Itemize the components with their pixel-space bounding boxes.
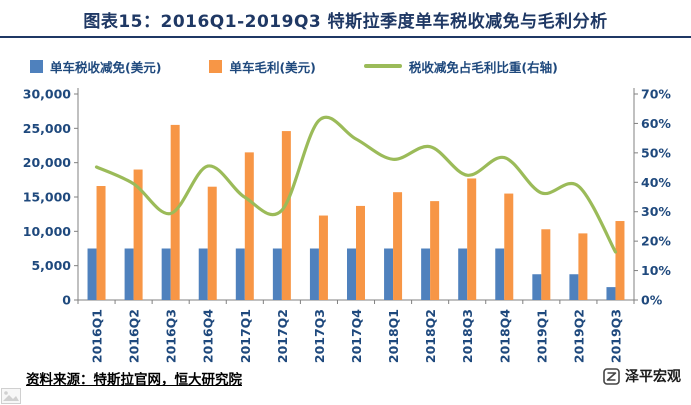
bar-gross-profit xyxy=(356,205,365,300)
left-axis-label: 15,000 xyxy=(23,190,72,205)
x-category-label: 2019Q2 xyxy=(571,309,586,363)
brand-name: 泽平宏观 xyxy=(625,369,681,385)
chart-plot-area: 0 5,000 10,000 15,000 20,000 25,000 30,000 0% 10… xyxy=(23,87,672,364)
bar-tax-credit xyxy=(606,287,616,300)
left-axis-label: 25,000 xyxy=(23,121,72,136)
legend-swatch-gross-profit-icon xyxy=(209,59,223,73)
bar-tax-credit xyxy=(421,248,431,300)
legend-swatch-tax-credit-icon xyxy=(30,59,43,73)
right-axis-label: 40% xyxy=(641,175,671,190)
bar-gross-profit xyxy=(615,221,625,300)
right-axis-label: 30% xyxy=(641,204,671,219)
bar-gross-profit xyxy=(96,186,106,300)
bar-tax-credit xyxy=(384,248,394,300)
bar-tax-credit xyxy=(87,248,97,300)
legend-label-ratio: 税收减免占毛利比重(右轴) xyxy=(408,59,558,75)
left-axis-label: 10,000 xyxy=(23,224,72,239)
left-axis-label: 5,000 xyxy=(31,258,71,273)
bar-tax-credit xyxy=(458,248,468,300)
x-category-label: 2019Q3 xyxy=(608,309,623,363)
right-axis-label: 50% xyxy=(641,145,671,160)
bar-gross-profit xyxy=(393,192,403,300)
left-axis-label: 20,000 xyxy=(23,155,72,170)
bar-tax-credit xyxy=(532,274,542,300)
x-category-label: 2017Q1 xyxy=(238,309,253,363)
legend-item-tax-credit: 单车税收减免(美元) xyxy=(30,57,161,76)
bar-tax-credit xyxy=(161,248,171,300)
x-category-label: 2016Q3 xyxy=(164,309,179,363)
brand-badge: 泽平宏观 xyxy=(603,366,681,386)
bar-tax-credit xyxy=(347,248,356,300)
bar-gross-profit xyxy=(504,193,514,300)
legend-item-gross-profit: 单车毛利(美元) xyxy=(209,57,316,76)
bar-gross-profit xyxy=(207,186,217,300)
bar-gross-profit xyxy=(578,233,588,300)
chart-legend: 单车税收减免(美元) 单车毛利(美元) 税收减免占毛利比重(右轴) xyxy=(0,38,691,80)
bar-gross-profit xyxy=(281,131,291,300)
chart-header: 图表15：2016Q1-2019Q3 特斯拉季度单车税收减免与毛利分析 xyxy=(0,0,691,38)
source-note: 资料来源：特斯拉官网，恒大研究院 xyxy=(26,372,242,388)
bar-tax-credit xyxy=(309,248,319,300)
legend-label-tax-credit: 单车税收减免(美元) xyxy=(50,59,162,75)
legend-label-gross-profit: 单车毛利(美元) xyxy=(229,59,316,75)
x-category-label: 2017Q3 xyxy=(312,309,327,363)
legend-line-ratio-icon xyxy=(363,64,402,68)
bar-gross-profit xyxy=(430,201,440,300)
x-category-label: 2016Q1 xyxy=(90,309,105,363)
bar-tax-credit xyxy=(495,248,505,300)
bar-tax-credit xyxy=(569,274,579,300)
x-category-label: 2019Q1 xyxy=(534,309,549,363)
right-axis-label: 0% xyxy=(641,293,663,308)
bar-gross-profit xyxy=(244,152,254,300)
right-axis-label: 60% xyxy=(641,116,671,131)
x-category-label: 2018Q4 xyxy=(497,309,512,363)
right-axis-label: 20% xyxy=(641,234,671,249)
x-category-label: 2018Q3 xyxy=(460,309,475,363)
bar-tax-credit xyxy=(235,248,245,300)
image-placeholder-icon xyxy=(1,388,21,404)
bar-gross-profit xyxy=(318,215,328,300)
left-axis-label: 30,000 xyxy=(23,87,72,102)
x-category-label: 2017Q4 xyxy=(349,309,364,363)
right-axis-label: 70% xyxy=(641,87,671,102)
right-axis-label: 10% xyxy=(641,263,671,278)
chart-title: 图表15：2016Q1-2019Q3 特斯拉季度单车税收减免与毛利分析 xyxy=(83,12,608,32)
bar-gross-profit xyxy=(467,178,477,300)
bar-tax-credit xyxy=(272,248,282,300)
x-category-label: 2018Q1 xyxy=(386,309,401,363)
left-axis-label: 0 xyxy=(62,293,71,308)
x-category-label: 2016Q2 xyxy=(127,309,142,363)
legend-item-ratio: 税收减免占毛利比重(右轴) xyxy=(363,57,558,76)
bar-gross-profit xyxy=(541,229,551,300)
x-category-label: 2016Q4 xyxy=(201,309,216,363)
bar-tax-credit xyxy=(198,248,208,300)
bar-tax-credit xyxy=(124,248,134,300)
x-category-label: 2017Q2 xyxy=(275,309,290,363)
bar-gross-profit xyxy=(133,169,143,300)
x-category-label: 2018Q2 xyxy=(423,309,438,363)
zeping-macro-logo-icon xyxy=(603,367,620,385)
ratio-line xyxy=(94,115,618,254)
